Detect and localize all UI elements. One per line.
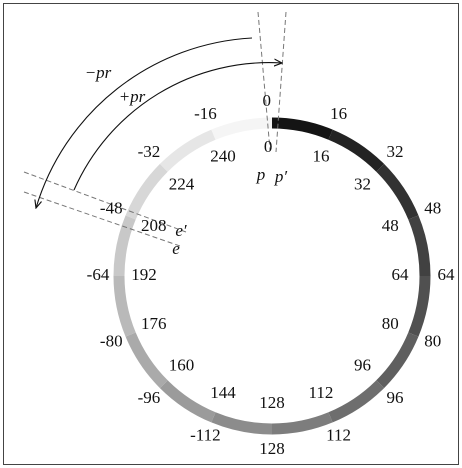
ring <box>113 117 431 435</box>
inner-label: 192 <box>131 265 157 284</box>
inner-label: 32 <box>354 174 371 193</box>
inner-label: 112 <box>309 383 334 402</box>
ring-segment <box>125 163 168 220</box>
ring-segment <box>271 117 333 140</box>
inner-label: 128 <box>259 393 285 412</box>
outer-label: -96 <box>138 388 161 407</box>
ring-segment <box>408 215 431 277</box>
inner-label: 240 <box>210 147 236 166</box>
inner-label: 144 <box>210 383 236 402</box>
outer-label: 128 <box>259 439 285 458</box>
minus-pr-arrow <box>36 37 253 208</box>
outer-label: -112 <box>190 426 221 445</box>
ring-segment <box>113 275 136 337</box>
outer-label: -80 <box>100 331 123 350</box>
inner-label: 96 <box>354 355 371 374</box>
minus-pr-label: −pr <box>85 63 112 82</box>
p-prime-line <box>275 11 287 153</box>
outer-label: 80 <box>424 331 441 350</box>
ring-segment <box>328 380 385 423</box>
ring-segment <box>159 380 216 423</box>
ring-segment <box>376 163 419 220</box>
ring-segment <box>125 332 168 389</box>
inner-label: 16 <box>312 147 329 166</box>
inner-label: 80 <box>382 314 399 333</box>
ring-segment <box>159 129 216 172</box>
e-prime-label: e′ <box>175 221 187 240</box>
outer-label: 32 <box>387 142 404 161</box>
inner-label: 224 <box>169 174 195 193</box>
e-line <box>23 191 181 247</box>
inner-label: 160 <box>169 355 195 374</box>
outer-label: 48 <box>424 198 441 217</box>
inner-label: 208 <box>141 216 167 235</box>
outer-label: 96 <box>387 388 404 407</box>
outer-label: -48 <box>100 198 123 217</box>
ring-segment <box>328 129 385 172</box>
ring-segment <box>271 412 333 435</box>
e-label: e <box>172 239 180 258</box>
outer-label: -32 <box>138 142 161 161</box>
outer-label: 112 <box>326 426 351 445</box>
e-prime-line <box>23 171 187 233</box>
p-label: p <box>256 165 266 184</box>
outer-label: -64 <box>87 265 110 284</box>
p-line <box>257 11 271 151</box>
inner-label: 48 <box>382 216 399 235</box>
plus-pr-label: +pr <box>119 87 146 106</box>
inner-label: 0 <box>264 137 273 156</box>
inner-label: 64 <box>392 265 410 284</box>
ring-segment <box>211 412 273 435</box>
ring-segment <box>376 332 419 389</box>
outer-label: 64 <box>438 265 456 284</box>
ring-segment <box>211 117 273 140</box>
outer-label: 16 <box>330 104 347 123</box>
inner-label: 176 <box>141 314 167 333</box>
ring-segment <box>113 215 136 277</box>
p-prime-label: p′ <box>274 167 288 186</box>
outer-label: -16 <box>194 104 217 123</box>
outer-label: 0 <box>263 91 272 110</box>
plus-pr-arrow <box>73 63 282 191</box>
ring-segment <box>408 275 431 337</box>
